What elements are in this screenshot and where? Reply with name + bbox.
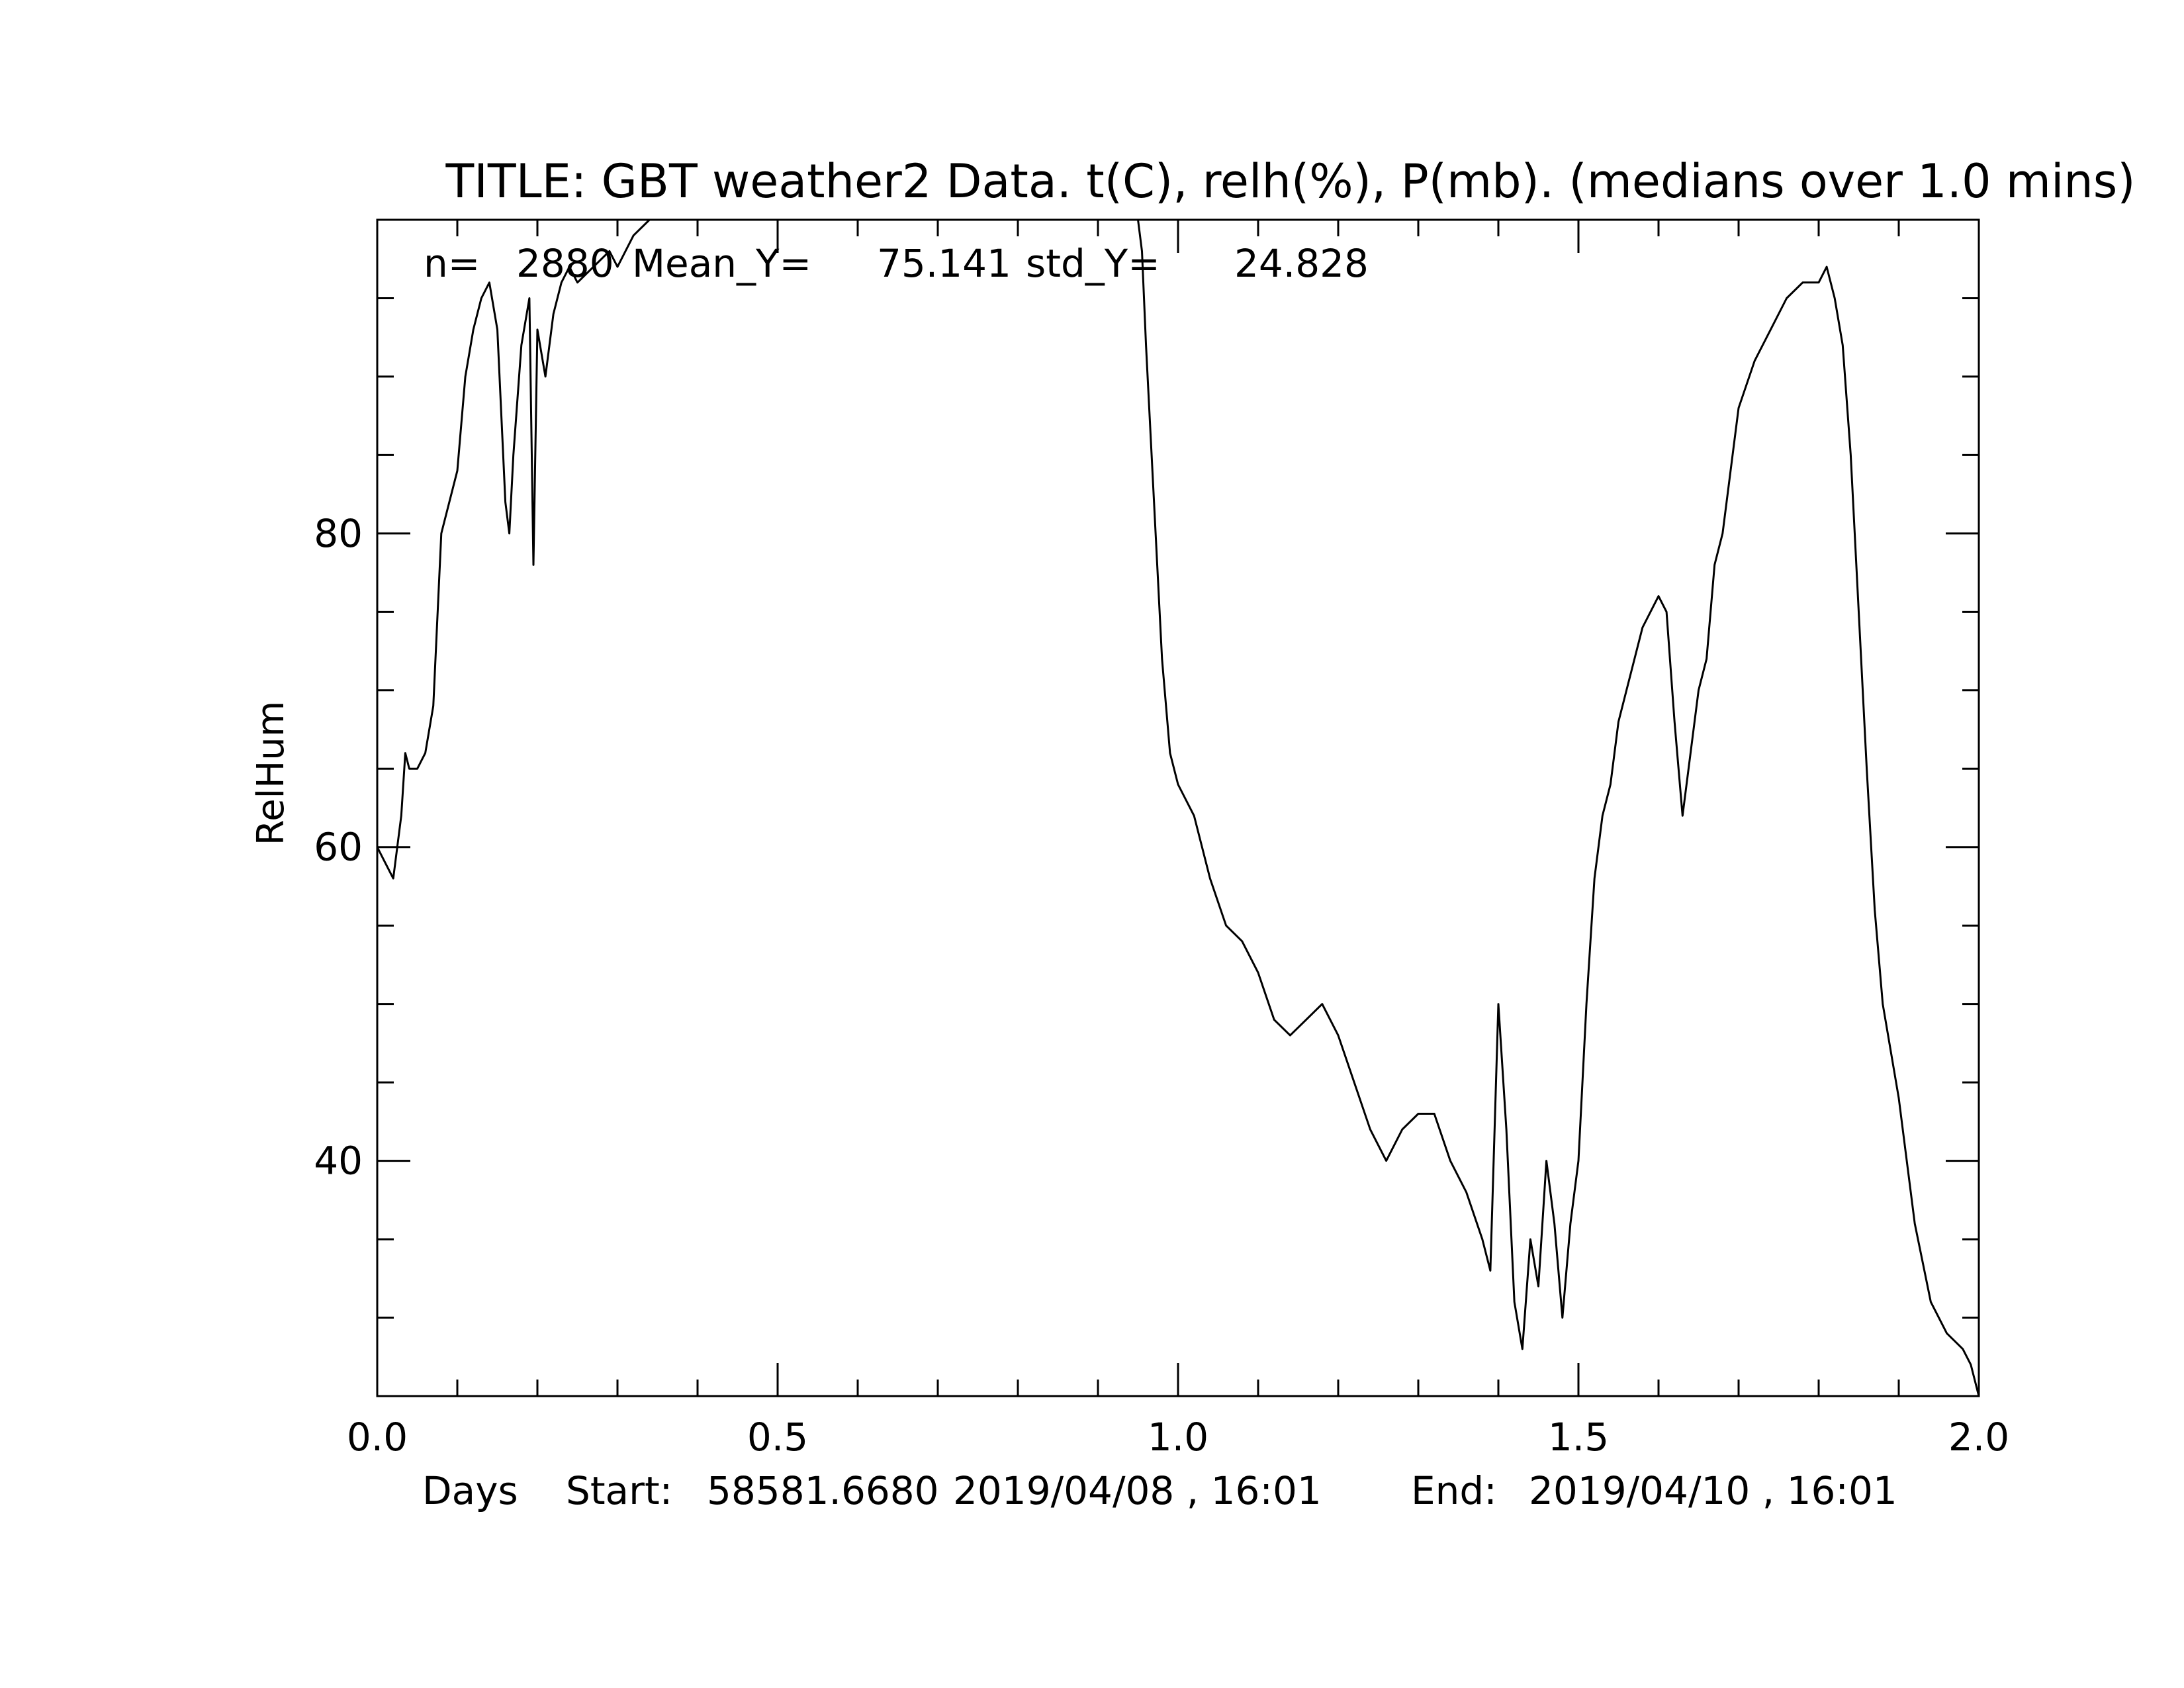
- start-label: Start:: [566, 1468, 672, 1513]
- y-tick-label: 40: [314, 1139, 363, 1184]
- stats-mean-value: 75.141: [877, 241, 1011, 286]
- end-date: 2019/04/10 , 16:01: [1529, 1468, 1897, 1513]
- tick-labels: 40 60 80 0.0 0.5 1.0 1.5 2.0: [314, 511, 2009, 1460]
- x-axis-ticks: [456, 220, 1900, 1396]
- y-tick-label: 60: [314, 825, 363, 870]
- stats-line: n= 2880 Mean_Y= 75.141 std_Y= 24.828: [424, 241, 1369, 286]
- y-tick-label: 80: [314, 511, 363, 556]
- start-mjd: 58581.6680: [707, 1468, 939, 1513]
- plot-frame: [376, 218, 1980, 1397]
- relhum-series-line: [376, 218, 1980, 1397]
- end-label: End:: [1411, 1468, 1497, 1513]
- x-tick-label: 2.0: [1948, 1415, 2009, 1460]
- chart-title: TITLE: GBT weather2 Data. t(C), relh(%),…: [445, 154, 2135, 209]
- x-tick-label: 0.5: [747, 1415, 808, 1460]
- stats-n-label: n=: [424, 241, 480, 286]
- stats-std-label: std_Y=: [1026, 241, 1160, 286]
- start-date: 2019/04/08 , 16:01: [953, 1468, 1322, 1513]
- stats-mean-label: Mean_Y=: [632, 241, 811, 286]
- footer-line: Days Start: 58581.6680 2019/04/08 , 16:0…: [422, 1468, 1897, 1513]
- y-axis-ticks: [377, 297, 1979, 1319]
- y-axis-label: RelHum: [250, 701, 293, 846]
- x-axis-label: Days: [422, 1468, 518, 1513]
- x-tick-label: 1.5: [1548, 1415, 1609, 1460]
- stats-n-value: 2880: [516, 241, 614, 286]
- x-tick-label: 0.0: [347, 1415, 408, 1460]
- stats-std-value: 24.828: [1234, 241, 1369, 286]
- x-tick-label: 1.0: [1148, 1415, 1208, 1460]
